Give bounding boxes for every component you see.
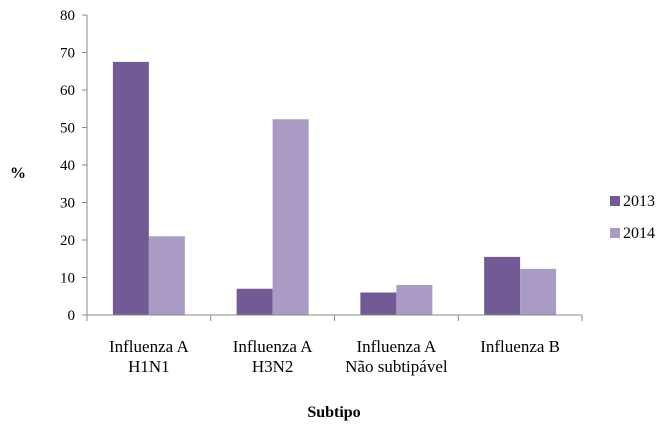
bar-2013-3 [484, 256, 521, 315]
bar-2014-2 [396, 285, 433, 315]
y-tick-label: 40 [60, 158, 75, 174]
x-category-label-line: Influenza A [233, 337, 313, 356]
y-tick-label: 20 [60, 233, 75, 249]
x-ticks-group [86, 315, 583, 321]
legend: 2013 2014 [610, 193, 655, 242]
x-category-label: Influenza A H1N1 [109, 337, 189, 376]
y-ticks-group: 0 10 20 30 40 50 60 70 80 [60, 8, 87, 324]
x-category-label-line: Influenza A [356, 337, 436, 356]
y-tick-label: 50 [60, 121, 75, 137]
legend-swatch-2013 [610, 196, 620, 206]
bar-2013-0 [112, 61, 149, 315]
x-category-label-line: H1N1 [128, 357, 170, 376]
x-category-label-line: H3N2 [252, 357, 294, 376]
x-category-label-line: Não subtipável [345, 357, 448, 376]
x-category-label-line: Influenza B [480, 337, 560, 356]
bars-group [112, 61, 557, 315]
y-tick-label: 0 [68, 308, 76, 324]
y-tick-label: 80 [60, 8, 75, 24]
bar-2014-3 [520, 268, 557, 315]
bar-2014-0 [148, 236, 185, 315]
bar-2013-2 [360, 292, 397, 315]
y-tick-label: 30 [60, 196, 75, 212]
bar-2014-1 [272, 119, 309, 315]
y-tick-label: 60 [60, 83, 75, 99]
x-category-label: Influenza A H3N2 [233, 337, 313, 376]
bar-2013-1 [236, 288, 273, 315]
y-axis-title: % [10, 165, 26, 182]
x-category-label: Influenza A Não subtipável [345, 337, 448, 376]
x-axis-title: Subtipo [307, 404, 360, 421]
legend-label-2014: 2014 [623, 225, 655, 242]
legend-label-2013: 2013 [623, 193, 655, 210]
y-tick-label: 70 [60, 46, 75, 62]
x-category-label-line: Influenza A [109, 337, 189, 356]
legend-swatch-2014 [610, 228, 620, 238]
y-tick-label: 10 [60, 271, 75, 287]
x-category-label: Influenza B [480, 337, 560, 356]
